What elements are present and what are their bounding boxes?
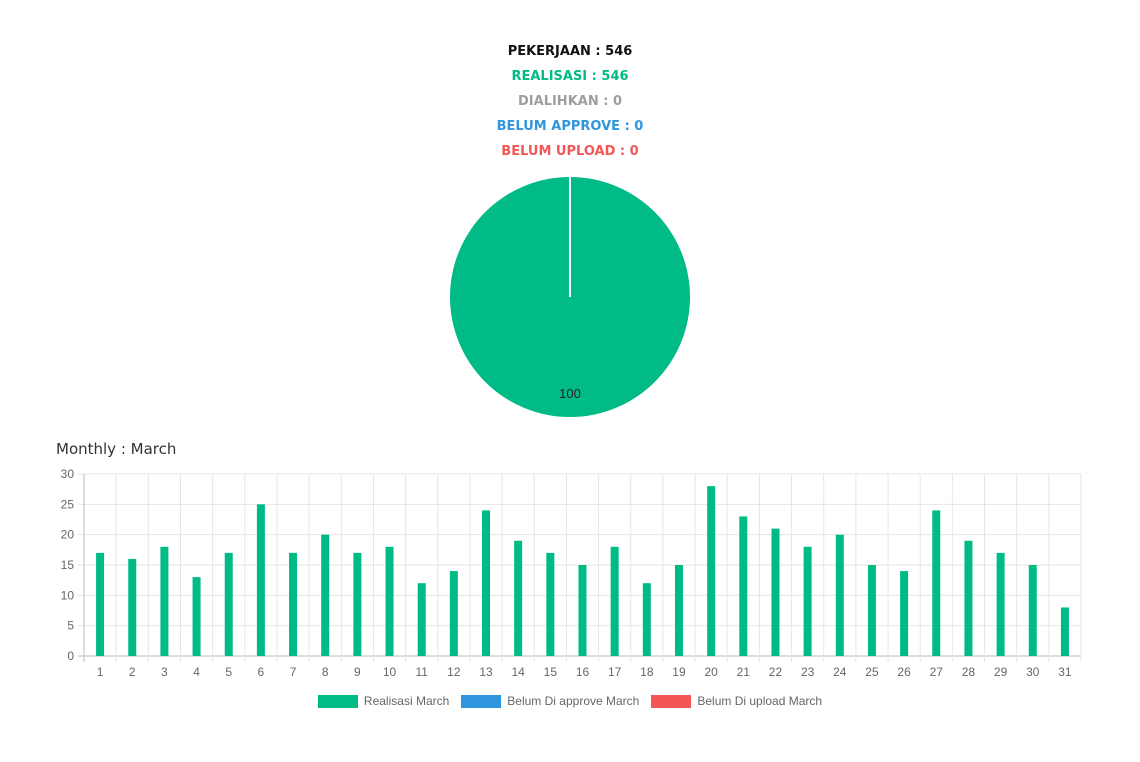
legend-swatch (317, 694, 358, 708)
bar-realisasi-march (900, 571, 909, 656)
x-tick-label: 27 (930, 665, 944, 679)
y-tick-label: 0 (67, 649, 74, 663)
bar-realisasi-march (707, 486, 716, 656)
legend-label: Realisasi March (363, 694, 450, 708)
bar-realisasi-march (1028, 565, 1037, 656)
legend-item[interactable]: Belum Di approve March (461, 694, 639, 708)
x-tick-label: 22 (769, 665, 783, 679)
x-tick-label: 4 (193, 665, 200, 679)
bar-realisasi-march (835, 534, 844, 656)
legend-label: Belum Di upload March (697, 694, 823, 708)
x-tick-label: 15 (544, 665, 558, 679)
pie-chart: 100 (450, 177, 690, 417)
legend-item[interactable]: Realisasi March (317, 694, 450, 708)
bar-realisasi-march (964, 540, 973, 656)
bar-realisasi-march (160, 546, 169, 656)
belum-approve-total: BELUM APPROVE : 0 (496, 119, 644, 134)
legend-label: Belum Di approve March (507, 694, 640, 708)
x-tick-label: 24 (833, 665, 847, 679)
bar-realisasi-march (224, 552, 233, 656)
bar-realisasi-march (578, 565, 587, 656)
x-tick-label: 25 (865, 665, 879, 679)
y-tick-label: 20 (61, 528, 75, 542)
x-tick-label: 13 (479, 665, 493, 679)
x-tick-label: 3 (161, 665, 168, 679)
y-tick-label: 30 (61, 467, 75, 481)
y-tick-label: 10 (61, 588, 75, 602)
y-tick-label: 5 (67, 619, 74, 633)
x-tick-label: 2 (129, 665, 136, 679)
bar-realisasi-march (289, 552, 298, 656)
bar-realisasi-march (321, 534, 330, 656)
x-tick-label: 6 (258, 665, 265, 679)
pie-data-label: 100 (559, 386, 581, 401)
bar-realisasi-march (385, 546, 394, 656)
legend-item[interactable]: Belum Di upload March (651, 694, 822, 708)
y-tick-label: 25 (61, 497, 75, 511)
bar-realisasi-march (256, 504, 265, 656)
x-tick-label: 17 (608, 665, 622, 679)
y-tick-label: 15 (61, 558, 75, 572)
x-tick-label: 8 (322, 665, 329, 679)
bar-realisasi-march (96, 552, 105, 656)
bar-realisasi-march (610, 546, 619, 656)
dialihkan-total: DIALIHKAN : 0 (518, 94, 622, 109)
x-tick-label: 30 (1026, 665, 1040, 679)
realisasi-total: REALISASI : 546 (511, 69, 629, 84)
x-tick-label: 5 (225, 665, 232, 679)
bar-realisasi-march (546, 552, 555, 656)
x-tick-label: 28 (962, 665, 976, 679)
x-tick-label: 10 (383, 665, 397, 679)
bar-realisasi-march (192, 577, 201, 656)
bar-realisasi-march (417, 583, 426, 656)
x-tick-label: 23 (801, 665, 815, 679)
pekerjaan-total: PEKERJAAN : 546 (507, 44, 633, 59)
bar-realisasi-march (514, 540, 523, 656)
x-tick-label: 21 (737, 665, 751, 679)
x-tick-label: 19 (672, 665, 686, 679)
x-tick-label: 29 (994, 665, 1008, 679)
bar-realisasi-march (771, 528, 780, 656)
legend-swatch (461, 694, 502, 708)
bar-realisasi-march (1060, 607, 1069, 656)
bar-chart-legend: Realisasi March Belum Di approve March Bel… (0, 694, 1140, 708)
bar-realisasi-march (803, 546, 812, 656)
x-tick-label: 18 (640, 665, 654, 679)
bar-realisasi-march (482, 510, 491, 656)
belum-upload-total: BELUM UPLOAD : 0 (501, 144, 639, 159)
x-tick-label: 11 (415, 665, 428, 679)
bar-realisasi-march (932, 510, 941, 656)
x-tick-label: 14 (511, 665, 525, 679)
bar-realisasi-march (739, 516, 748, 656)
bar-realisasi-march (353, 552, 362, 656)
monthly-chart-title: Monthly : March (56, 440, 177, 458)
bar-realisasi-march (674, 565, 683, 656)
x-tick-label: 12 (447, 665, 461, 679)
x-tick-label: 9 (354, 665, 361, 679)
x-tick-label: 1 (97, 665, 104, 679)
bar-realisasi-march (867, 565, 876, 656)
bar-realisasi-march (642, 583, 651, 656)
x-tick-label: 26 (897, 665, 911, 679)
x-tick-label: 16 (576, 665, 590, 679)
legend-swatch (651, 694, 692, 708)
bar-realisasi-march (449, 571, 458, 656)
x-tick-label: 7 (290, 665, 297, 679)
summary-panel: PEKERJAAN : 546 REALISASI : 546 DIALIHKA… (0, 42, 1140, 167)
bar-realisasi-march (996, 552, 1005, 656)
x-tick-label: 20 (704, 665, 718, 679)
bar-realisasi-march (128, 558, 137, 656)
x-tick-label: 31 (1058, 665, 1072, 679)
